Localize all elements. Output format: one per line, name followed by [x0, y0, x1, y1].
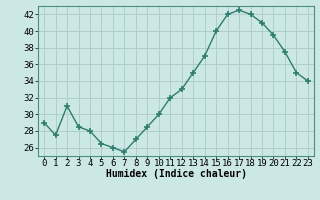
X-axis label: Humidex (Indice chaleur): Humidex (Indice chaleur): [106, 169, 246, 179]
